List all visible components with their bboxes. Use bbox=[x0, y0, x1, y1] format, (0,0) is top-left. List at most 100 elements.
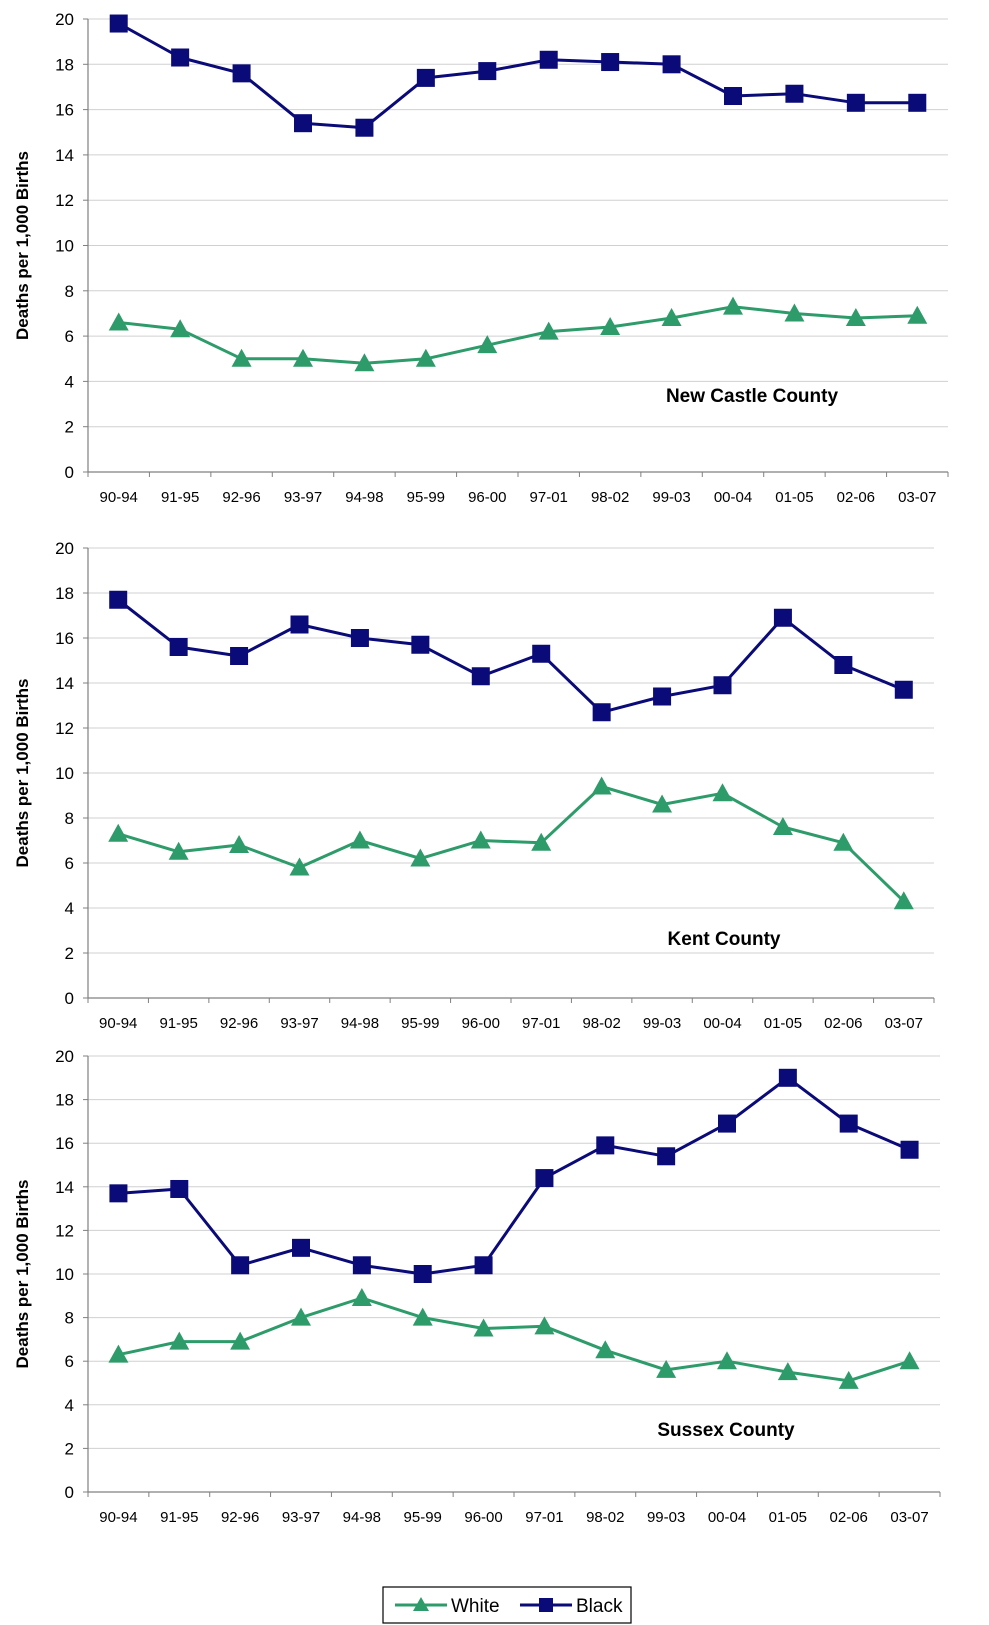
point-white bbox=[784, 303, 805, 322]
x-tick-label: 01-05 bbox=[775, 489, 813, 506]
point-white bbox=[838, 1370, 859, 1389]
y-tick-label: 4 bbox=[65, 899, 74, 918]
point-white bbox=[229, 835, 250, 853]
x-tick-label: 01-05 bbox=[764, 1015, 802, 1032]
point-white bbox=[169, 1331, 190, 1350]
x-tick-label: 94-98 bbox=[341, 1015, 379, 1032]
point-black bbox=[416, 68, 435, 87]
x-tick-label: 92-96 bbox=[222, 489, 260, 506]
y-tick-label: 0 bbox=[65, 989, 74, 1008]
point-black bbox=[109, 14, 128, 33]
point-black bbox=[778, 1068, 797, 1087]
x-tick-label: 93-97 bbox=[280, 1015, 318, 1032]
x-tick-label: 95-99 bbox=[407, 489, 445, 506]
y-tick-label: 14 bbox=[55, 674, 74, 693]
y-tick-label: 20 bbox=[55, 539, 74, 558]
county-label: Kent County bbox=[668, 929, 781, 950]
point-white bbox=[349, 830, 370, 849]
point-white bbox=[600, 317, 621, 336]
y-tick-label: 8 bbox=[65, 809, 74, 828]
y-tick-label: 6 bbox=[65, 327, 74, 346]
point-white bbox=[108, 1344, 129, 1363]
y-tick-label: 4 bbox=[65, 372, 74, 391]
point-white bbox=[845, 307, 866, 326]
x-tick-label: 99-03 bbox=[652, 489, 690, 506]
point-black bbox=[601, 53, 620, 72]
point-black bbox=[231, 1256, 250, 1275]
y-tick-label: 6 bbox=[65, 854, 74, 873]
point-black bbox=[713, 676, 732, 695]
county-label: Sussex County bbox=[657, 1420, 795, 1441]
legend-label-white: White bbox=[451, 1596, 500, 1617]
x-tick-label: 92-96 bbox=[220, 1015, 258, 1032]
x-tick-label: 98-02 bbox=[591, 489, 629, 506]
point-white bbox=[534, 1316, 555, 1335]
y-tick-label: 10 bbox=[55, 237, 74, 256]
point-black bbox=[724, 87, 742, 106]
point-white bbox=[473, 1318, 494, 1337]
x-tick-label: 93-97 bbox=[282, 1509, 320, 1526]
y-tick-label: 6 bbox=[65, 1352, 74, 1371]
point-white bbox=[470, 830, 491, 849]
x-tick-label: 96-00 bbox=[464, 1509, 502, 1526]
x-tick-label: 96-00 bbox=[462, 1015, 500, 1032]
point-black bbox=[834, 656, 853, 674]
series-line-white bbox=[118, 1296, 911, 1383]
point-white bbox=[230, 1331, 251, 1350]
point-black bbox=[350, 629, 369, 647]
y-axis-label: Deaths per 1,000 Births bbox=[13, 151, 32, 340]
point-black bbox=[230, 647, 249, 665]
y-tick-label: 4 bbox=[65, 1396, 74, 1415]
x-tick-label: 95-99 bbox=[404, 1509, 442, 1526]
point-white bbox=[531, 832, 552, 851]
x-tick-label: 02-06 bbox=[837, 489, 875, 506]
x-tick-label: 90-94 bbox=[100, 489, 138, 506]
point-white bbox=[538, 321, 559, 340]
point-black bbox=[785, 84, 804, 103]
legend: White Black bbox=[382, 1586, 632, 1624]
point-black bbox=[908, 93, 927, 112]
legend-marker-triangle bbox=[413, 1597, 429, 1611]
point-black bbox=[653, 687, 672, 706]
y-tick-label: 20 bbox=[55, 1047, 74, 1066]
point-white bbox=[289, 857, 310, 876]
x-tick-label: 98-02 bbox=[586, 1509, 624, 1526]
point-white bbox=[354, 353, 375, 372]
point-white bbox=[477, 335, 498, 354]
point-white bbox=[293, 348, 313, 367]
x-tick-label: 03-07 bbox=[890, 1509, 928, 1526]
x-tick-label: 97-01 bbox=[525, 1509, 563, 1526]
point-black bbox=[662, 55, 681, 74]
point-white bbox=[170, 319, 191, 338]
y-tick-label: 16 bbox=[55, 1134, 74, 1153]
legend-label-black: Black bbox=[576, 1596, 623, 1617]
point-black bbox=[592, 703, 611, 722]
point-black bbox=[232, 64, 251, 83]
y-tick-label: 0 bbox=[65, 1483, 74, 1502]
point-black bbox=[900, 1140, 919, 1159]
y-tick-label: 16 bbox=[55, 629, 74, 648]
y-tick-label: 14 bbox=[55, 1178, 74, 1197]
y-axis-label: Deaths per 1,000 Births bbox=[13, 1180, 32, 1369]
point-white bbox=[168, 841, 189, 860]
y-axis-label: Deaths per 1,000 Births bbox=[13, 679, 32, 868]
series-line-white bbox=[117, 785, 905, 903]
x-tick-label: 91-95 bbox=[159, 1015, 197, 1032]
x-tick-label: 96-00 bbox=[468, 489, 506, 506]
x-tick-label: 98-02 bbox=[582, 1015, 620, 1032]
point-black bbox=[596, 1136, 615, 1155]
series-line-black bbox=[117, 22, 918, 130]
point-white bbox=[899, 1351, 920, 1370]
x-tick-label: 90-94 bbox=[99, 1015, 137, 1032]
point-white bbox=[723, 296, 743, 315]
point-black bbox=[109, 590, 128, 609]
point-black bbox=[478, 62, 497, 81]
point-white bbox=[712, 783, 733, 802]
point-white bbox=[833, 832, 854, 851]
point-white bbox=[907, 305, 928, 324]
x-tick-label: 02-06 bbox=[830, 1509, 868, 1526]
series-line-black bbox=[117, 598, 905, 714]
x-tick-label: 97-01 bbox=[522, 1015, 560, 1032]
point-white bbox=[108, 312, 129, 331]
point-black bbox=[539, 50, 558, 69]
